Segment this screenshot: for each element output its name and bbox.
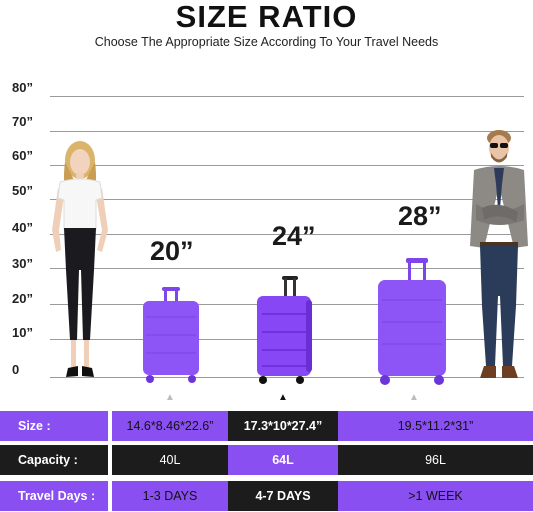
man-figure [470, 130, 528, 378]
scale-label-80: 80” [12, 80, 33, 95]
scale-line-50 [50, 199, 524, 200]
table-row-size: Size : 14.6*8.46*22.6” 17.3*10*27.4” 19.… [0, 411, 533, 441]
scale-label-60: 60” [12, 148, 33, 163]
cell-capacity-28: 96L [338, 445, 533, 475]
marker-triangle-20: ▲ [165, 392, 175, 403]
cell-size-28: 19.5*11.2*31” [338, 411, 533, 441]
suitcase-20-image [143, 287, 199, 383]
suitcase-28-image [378, 258, 446, 385]
cell-days-28: >1 WEEK [338, 481, 533, 511]
scale-line-80 [50, 96, 524, 97]
scale-label-0: 0 [12, 362, 20, 377]
scale-label-70: 70” [12, 114, 33, 129]
row-label-capacity: Capacity : [0, 445, 108, 475]
table-row-capacity: Capacity : 40L 64L 96L [0, 445, 533, 475]
cell-capacity-24: 64L [228, 445, 338, 475]
scale-label-50: 50” [12, 183, 33, 198]
page-title: SIZE RATIO [175, 0, 358, 34]
cell-days-20: 1-3 DAYS [112, 481, 228, 511]
scale-line-0 [50, 377, 524, 378]
marker-triangle-24: ▲ [278, 392, 288, 403]
scale-label-40: 40” [12, 220, 33, 235]
scale-line-30 [50, 268, 524, 269]
size-label-24: 24” [272, 221, 316, 251]
size-label-28: 28” [398, 201, 442, 231]
scale-line-60 [50, 165, 524, 166]
row-label-size: Size : [0, 411, 108, 441]
cell-size-24: 17.3*10*27.4” [228, 411, 338, 441]
row-label-travel-days: Travel Days : [0, 481, 108, 511]
table-row-travel-days: Travel Days : 1-3 DAYS 4-7 DAYS >1 WEEK [0, 481, 533, 511]
scale-label-30: 30” [12, 256, 33, 271]
page-subtitle: Choose The Appropriate Size According To… [94, 35, 439, 49]
woman-figure [52, 141, 108, 377]
scale-label-20: 20” [12, 291, 33, 306]
scale-label-10: 10” [12, 325, 33, 340]
cell-size-20: 14.6*8.46*22.6” [112, 411, 228, 441]
suitcase-24-image [257, 276, 312, 384]
size-label-20: 20” [150, 236, 194, 266]
scale-line-70 [50, 131, 524, 132]
marker-triangle-28: ▲ [409, 392, 419, 403]
cell-capacity-20: 40L [112, 445, 228, 475]
cell-days-24: 4-7 DAYS [228, 481, 338, 511]
scale-line-40 [50, 234, 524, 235]
